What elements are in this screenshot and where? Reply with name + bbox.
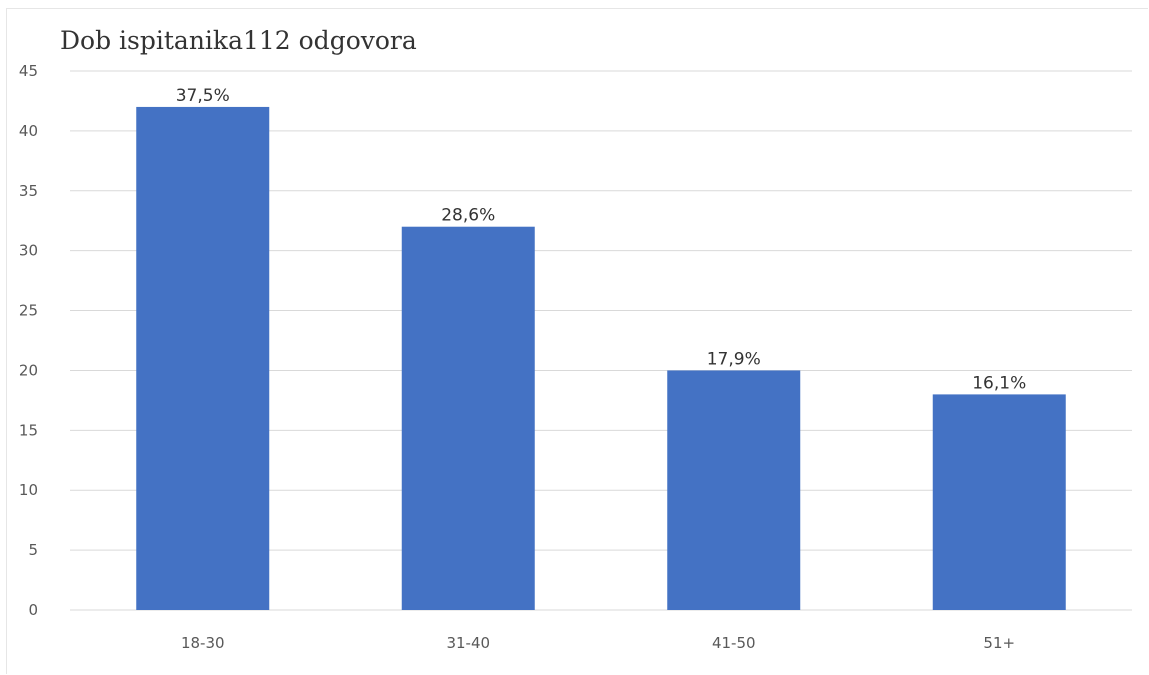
y-tick-label: 30 <box>19 242 38 260</box>
data-label: 37,5% <box>176 86 230 106</box>
data-label: 28,6% <box>441 206 495 226</box>
x-tick-label: 18-30 <box>181 634 225 652</box>
y-tick-label: 15 <box>19 421 38 439</box>
y-tick-label: 45 <box>19 62 38 80</box>
x-tick-label: 41-50 <box>712 634 756 652</box>
y-tick-label: 20 <box>19 361 38 379</box>
data-label: 17,9% <box>707 349 761 369</box>
y-tick-label: 10 <box>19 481 38 499</box>
y-tick-label: 25 <box>19 302 38 320</box>
x-axis-ticks: 18-30 31-40 41-50 51+ <box>181 634 1015 652</box>
chart-frame <box>6 8 1148 674</box>
data-labels: 37,5% 28,6% 17,9% 16,1% <box>176 86 1027 393</box>
y-tick-label: 0 <box>28 601 38 619</box>
bar <box>667 370 801 610</box>
data-label: 16,1% <box>972 373 1026 393</box>
x-tick-label: 51+ <box>983 634 1015 652</box>
chart-title: Dob ispitanika112 odgovora <box>60 26 417 55</box>
bar <box>401 226 535 610</box>
bars <box>136 106 1066 610</box>
bar <box>136 106 270 610</box>
y-tick-label: 5 <box>28 541 38 559</box>
y-tick-label: 35 <box>19 182 38 200</box>
bar <box>932 394 1066 610</box>
y-tick-label: 40 <box>19 122 38 140</box>
x-tick-label: 31-40 <box>446 634 490 652</box>
y-axis-ticks: 0 5 10 15 20 25 30 35 40 45 <box>19 62 38 619</box>
